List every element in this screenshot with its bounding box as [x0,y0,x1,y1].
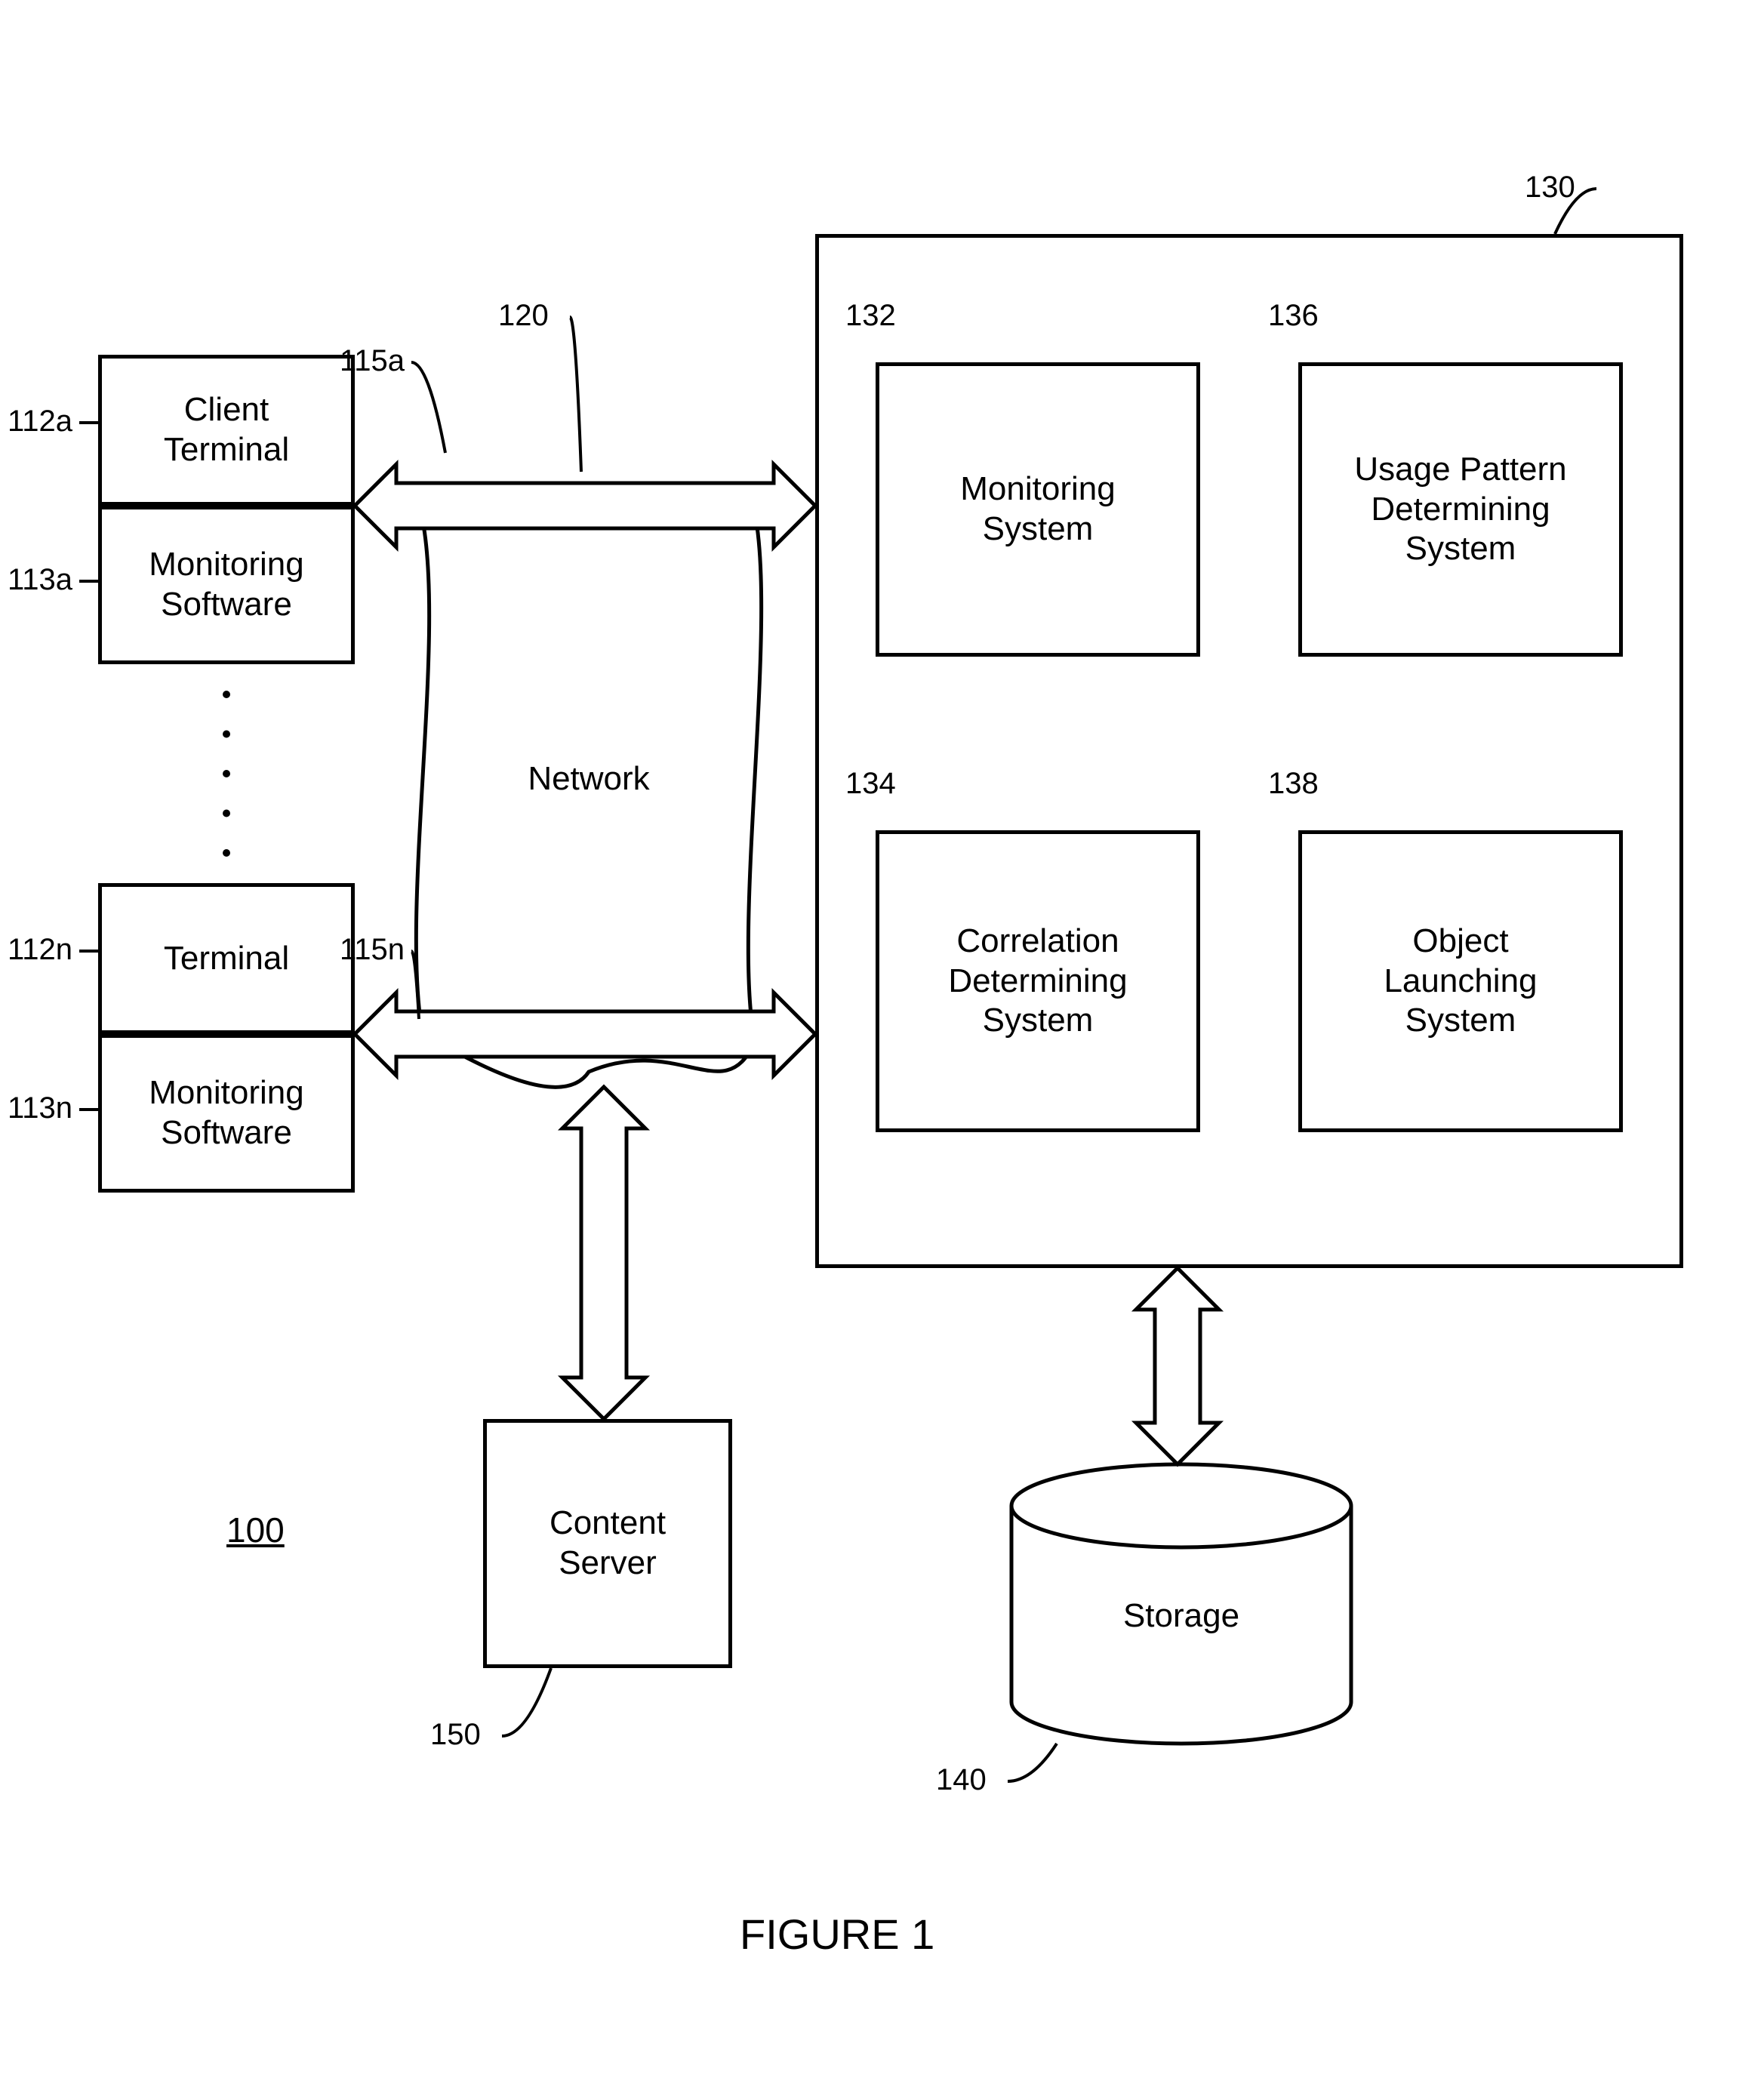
client-terminal-a-box: ClientTerminal [98,355,355,506]
usage-pattern-box: Usage PatternDeterminingSystem [1298,362,1623,657]
ref-136: 136 [1268,299,1319,333]
monitoring-sw-n-text: MonitoringSoftware [149,1073,303,1153]
monitoring-system-box: MonitoringSystem [876,362,1200,657]
ellipsis-dot [223,810,230,817]
ref-140-lead [1008,1744,1057,1781]
ref-120: 120 [498,299,549,333]
figure-label: FIGURE 1 [740,1910,934,1959]
content-server-box: ContentServer [483,1419,732,1668]
correlation-box: CorrelationDeterminingSystem [876,830,1200,1132]
arrow-network-content [562,1087,645,1419]
diagram-canvas: Network Storage ClientTerminal MonitoringSo… [0,0,1764,2087]
ref-140: 140 [936,1763,987,1797]
ref-150: 150 [430,1718,481,1752]
ref-115n: 115n [340,933,405,967]
ref-120-lead [570,317,581,472]
terminal-n-box: Terminal [98,883,355,1034]
ref-134: 134 [845,767,896,801]
monitoring-sw-n-box: MonitoringSoftware [98,1034,355,1193]
ellipsis-dot [223,849,230,857]
ellipsis-dot [223,731,230,738]
ref-138: 138 [1268,767,1319,801]
ref-112n: 112n [8,933,72,967]
network-cloud [416,487,761,1088]
object-launching-box: ObjectLaunchingSystem [1298,830,1623,1132]
storage-cylinder-top [1011,1464,1351,1547]
monitoring-sw-a-box: MonitoringSoftware [98,506,355,664]
ref-113n: 113n [8,1091,72,1125]
arrow-server-storage [1136,1268,1219,1464]
monitoring-system-text: MonitoringSystem [960,469,1115,549]
object-launching-text: ObjectLaunchingSystem [1384,922,1537,1041]
ref-150-lead [502,1668,551,1736]
content-server-text: ContentServer [550,1504,666,1584]
system-ref: 100 [226,1510,285,1550]
storage-label: Storage [1123,1597,1239,1634]
arrow-client-n-server [355,993,815,1076]
ellipsis-dot [223,691,230,698]
storage-cylinder-body [1011,1506,1351,1744]
ref-112a: 112a [8,405,72,439]
ellipsis-dot [223,770,230,777]
client-terminal-a-text: ClientTerminal [164,390,289,470]
usage-pattern-text: Usage PatternDeterminingSystem [1354,450,1566,569]
terminal-n-text: Terminal [164,939,289,979]
arrow-client-a-server [355,464,815,547]
ref-113a: 113a [8,563,72,597]
network-label: Network [528,760,650,797]
ref-115a-lead [411,362,445,453]
ref-115a: 115a [340,344,405,378]
ref-132: 132 [845,299,896,333]
monitoring-sw-a-text: MonitoringSoftware [149,545,303,625]
ref-115n-lead [411,951,419,1019]
correlation-text: CorrelationDeterminingSystem [948,922,1127,1041]
ref-130: 130 [1525,171,1575,205]
